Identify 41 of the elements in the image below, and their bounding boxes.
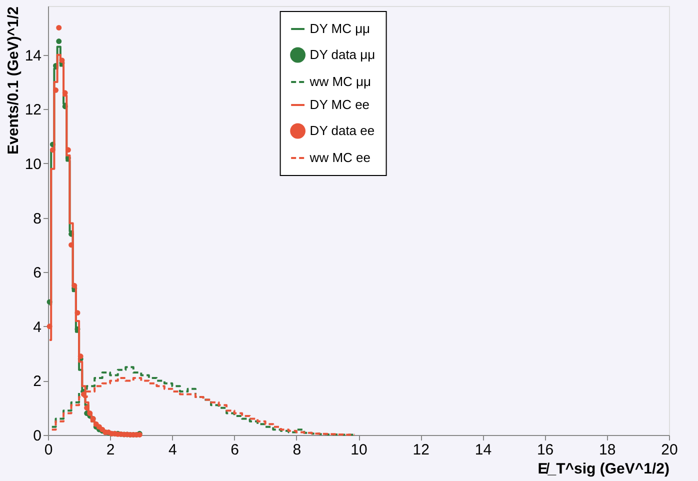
x-tick-label: 10	[350, 442, 368, 458]
point	[59, 58, 65, 64]
x-tick-label: 16	[536, 442, 554, 458]
point	[56, 24, 62, 30]
x-tick-label: 4	[168, 442, 177, 458]
point	[87, 410, 93, 416]
x-tick-label: 2	[106, 442, 115, 458]
x-tick-label: 6	[230, 442, 239, 458]
y-tick-label: 10	[24, 156, 42, 173]
point	[74, 310, 80, 316]
y-tick-label: 8	[33, 210, 42, 228]
point	[53, 87, 58, 93]
point	[80, 392, 86, 398]
x-tick-label: 8	[292, 442, 302, 458]
point	[56, 38, 62, 44]
point	[72, 282, 78, 288]
x-tick-label: 20	[661, 442, 678, 458]
y-tick-label: 12	[24, 102, 42, 119]
point	[50, 147, 56, 153]
point	[65, 147, 71, 153]
legend-label: DY data μμ	[310, 47, 376, 62]
x-tick-label: 14	[474, 442, 492, 458]
legend-label: ww MC μμ	[308, 74, 372, 89]
x-tick-label: 18	[599, 442, 616, 458]
x-tick-label: 0	[44, 442, 53, 458]
x-axis-title: E̸_T^sig (GeV^1/2)	[538, 460, 670, 478]
point	[68, 242, 74, 248]
y-tick-label: 6	[33, 264, 42, 282]
y-axis-title: Events/0.1 (GeV)^1/2	[4, 6, 22, 154]
legend-label: DY MC ee	[310, 97, 370, 112]
legend-label: DY MC μμ	[310, 21, 370, 36]
point	[78, 354, 84, 359]
y-tick-label: 2	[33, 373, 42, 390]
legend-label: ww MC ee	[308, 150, 370, 165]
y-tick-label: 0	[33, 428, 42, 444]
point	[84, 405, 90, 411]
x-tick-label: 12	[412, 442, 430, 458]
y-tick-label: 4	[33, 318, 42, 336]
point	[46, 324, 52, 330]
y-tick-label: 14	[24, 47, 42, 64]
legend-label: DY data ee	[310, 123, 375, 138]
